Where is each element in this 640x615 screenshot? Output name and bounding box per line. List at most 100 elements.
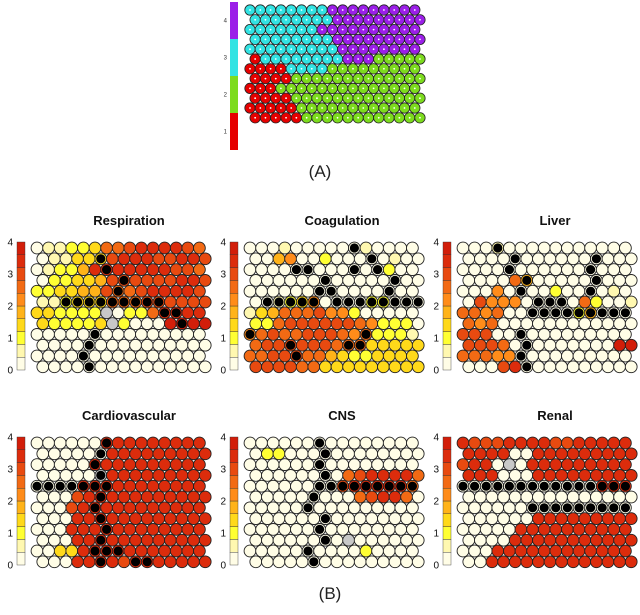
som-node-dot bbox=[310, 107, 313, 109]
heatmap-node bbox=[261, 317, 274, 330]
heatmap-node bbox=[272, 274, 286, 287]
heatmap-node bbox=[123, 479, 137, 493]
heatmap-node bbox=[590, 512, 603, 525]
colorbar-segment bbox=[229, 475, 239, 489]
heatmap-node bbox=[255, 349, 268, 363]
heatmap-node bbox=[266, 479, 280, 493]
heatmap-node bbox=[135, 523, 148, 536]
heatmap-node bbox=[71, 360, 84, 374]
heatmap-node bbox=[313, 544, 326, 558]
heatmap-node bbox=[140, 252, 154, 266]
som-node-dot bbox=[310, 87, 313, 90]
heatmap-node bbox=[152, 274, 166, 287]
cluster-legend-tick: 3 bbox=[224, 56, 228, 62]
som-node-dot bbox=[367, 77, 370, 80]
heatmap-node bbox=[30, 284, 44, 298]
heatmap-node bbox=[255, 284, 268, 298]
heatmap-cns: CNS 0 1 2 3 4 bbox=[220, 408, 425, 572]
panel-a-cluster-map: 1 2 3 4 bbox=[224, 2, 426, 150]
heatmap-node bbox=[117, 512, 131, 525]
heatmap-node bbox=[595, 523, 609, 536]
heatmap-node bbox=[578, 512, 592, 525]
heatmap-node bbox=[88, 241, 102, 255]
som-node-dot bbox=[300, 48, 303, 51]
som-node-dot bbox=[372, 107, 375, 109]
som-node-dot bbox=[388, 97, 390, 100]
heatmap-node bbox=[400, 338, 413, 352]
heatmap-node bbox=[572, 523, 586, 536]
cluster-boundary-node bbox=[551, 308, 561, 318]
cluster-boundary-node bbox=[291, 351, 302, 361]
heatmap-node bbox=[261, 533, 274, 547]
heatmap-node bbox=[284, 469, 297, 482]
heatmap-node bbox=[169, 501, 183, 515]
heatmap-node bbox=[319, 338, 332, 352]
heatmap-node bbox=[319, 295, 332, 309]
colorbar-tick: 3 bbox=[433, 465, 439, 476]
som-node-dot bbox=[408, 77, 411, 80]
heatmap-node bbox=[53, 241, 67, 255]
heatmap-node bbox=[111, 523, 125, 536]
heatmap-node bbox=[53, 544, 67, 558]
heatmap-node bbox=[572, 284, 586, 298]
heatmap-node bbox=[123, 306, 137, 320]
som-node-dot bbox=[413, 107, 416, 109]
heatmap-node bbox=[388, 469, 402, 482]
cluster-boundary-node bbox=[101, 438, 112, 448]
heatmap-node bbox=[520, 512, 534, 525]
cluster-boundary-node bbox=[349, 481, 360, 491]
heatmap-node bbox=[129, 512, 142, 525]
heatmap-node bbox=[336, 284, 350, 298]
som-node-dot bbox=[383, 107, 385, 109]
heatmap-node bbox=[158, 263, 171, 276]
heatmap-node bbox=[394, 241, 408, 255]
som-node-dot bbox=[413, 48, 416, 51]
som-node-dot bbox=[398, 18, 401, 21]
cluster-boundary-node bbox=[171, 308, 181, 318]
heatmap-node bbox=[181, 544, 195, 558]
colorbar-segment bbox=[442, 552, 452, 566]
som-node-dot bbox=[419, 18, 421, 21]
heatmap-node bbox=[278, 458, 292, 471]
heatmap-node bbox=[117, 360, 131, 374]
heatmap-node bbox=[65, 306, 79, 320]
heatmap-node bbox=[129, 252, 142, 266]
som-node-dot bbox=[383, 48, 385, 51]
heatmap-node bbox=[249, 512, 263, 525]
heatmap-node bbox=[474, 252, 487, 266]
heatmap-node bbox=[295, 490, 309, 504]
cluster-boundary-node bbox=[597, 308, 607, 318]
heatmap-node bbox=[129, 469, 142, 482]
som-node-dot bbox=[372, 28, 375, 31]
heatmap-node bbox=[181, 306, 195, 320]
heatmap-node bbox=[175, 469, 189, 482]
colorbar-segment bbox=[16, 552, 26, 566]
colorbar-segment bbox=[442, 293, 452, 307]
heatmap-node bbox=[549, 544, 563, 558]
heatmap-node bbox=[578, 555, 592, 569]
heatmap-node bbox=[566, 469, 580, 482]
heatmap-node bbox=[129, 274, 142, 287]
heatmap-node bbox=[503, 458, 516, 471]
cluster-boundary-node bbox=[372, 264, 383, 275]
heatmap-node bbox=[613, 555, 626, 569]
heatmap-node bbox=[164, 555, 177, 569]
som-node-dot bbox=[285, 58, 287, 60]
cluster-boundary-node bbox=[303, 546, 313, 556]
heatmap-node bbox=[411, 360, 425, 374]
heatmap-node bbox=[555, 512, 568, 525]
som-node-dot bbox=[316, 18, 318, 21]
heatmap-node bbox=[497, 317, 510, 330]
heatmap-node bbox=[543, 490, 557, 504]
heatmap-node bbox=[187, 274, 200, 287]
colorbar-segment bbox=[442, 280, 452, 294]
cluster-legend-swatch-1 bbox=[230, 113, 238, 150]
heatmap-node bbox=[146, 241, 160, 255]
heatmap-node bbox=[566, 274, 580, 287]
heatmap-node bbox=[365, 533, 379, 547]
som-node-dot bbox=[285, 116, 287, 119]
som-node-dot bbox=[413, 67, 416, 70]
heatmap-node bbox=[290, 436, 303, 450]
heatmap-node bbox=[187, 490, 200, 504]
heatmap-node bbox=[572, 544, 586, 558]
